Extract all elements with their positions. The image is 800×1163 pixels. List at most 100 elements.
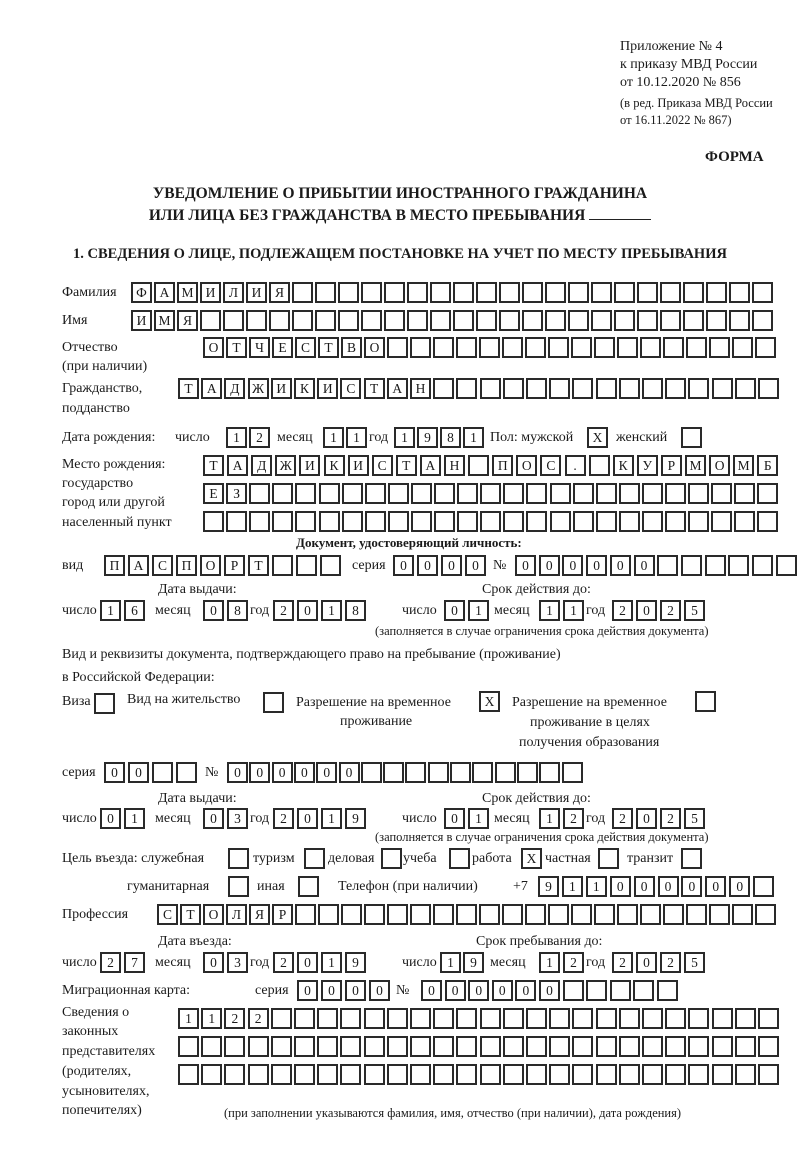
char-box[interactable] — [427, 762, 449, 783]
char-box[interactable]: 2 — [100, 952, 121, 973]
char-box[interactable]: 1 — [321, 808, 342, 829]
char-box[interactable] — [618, 483, 640, 504]
char-box[interactable] — [618, 378, 640, 399]
char-box[interactable] — [758, 1036, 779, 1057]
char-box[interactable]: 0 — [421, 980, 442, 1001]
char-box[interactable] — [272, 483, 294, 504]
char-box[interactable] — [386, 1064, 408, 1085]
char-box[interactable] — [688, 1064, 710, 1085]
char-box[interactable] — [453, 282, 474, 303]
char-box[interactable] — [364, 904, 385, 925]
char-box[interactable] — [269, 310, 290, 331]
char-box[interactable]: 2 — [249, 427, 270, 448]
char-box[interactable] — [387, 483, 409, 504]
char-box[interactable] — [178, 1036, 199, 1057]
char-box[interactable]: 5 — [684, 952, 705, 973]
char-box[interactable]: И — [317, 378, 339, 399]
char-box[interactable] — [732, 904, 753, 925]
char-box[interactable]: 2 — [612, 600, 633, 621]
char-box[interactable] — [318, 511, 340, 532]
char-box[interactable] — [562, 980, 584, 1001]
char-box[interactable] — [294, 1036, 315, 1057]
char-box[interactable] — [318, 904, 339, 925]
char-box[interactable] — [315, 310, 336, 331]
char-box[interactable]: С — [157, 904, 178, 925]
char-box[interactable] — [568, 282, 589, 303]
char-box[interactable] — [384, 310, 405, 331]
char-box[interactable]: 0 — [729, 876, 751, 897]
char-box[interactable] — [503, 511, 525, 532]
char-box[interactable] — [640, 904, 661, 925]
char-box[interactable] — [387, 337, 408, 358]
char-box[interactable] — [479, 1064, 501, 1085]
char-box[interactable] — [549, 1036, 571, 1057]
char-box[interactable]: Е — [203, 483, 224, 504]
char-box[interactable] — [381, 848, 402, 869]
char-box[interactable] — [588, 455, 610, 476]
char-box[interactable]: К — [323, 455, 345, 476]
char-box[interactable] — [663, 337, 684, 358]
char-box[interactable]: Б — [757, 455, 779, 476]
char-box[interactable] — [734, 1036, 756, 1057]
char-box[interactable]: Т — [178, 378, 199, 399]
char-box[interactable] — [410, 483, 432, 504]
char-box[interactable]: О — [200, 555, 221, 576]
char-box[interactable]: 8 — [440, 427, 461, 448]
char-box[interactable] — [680, 555, 702, 576]
char-box[interactable] — [594, 337, 615, 358]
char-box[interactable]: 1 — [440, 952, 461, 973]
char-box[interactable] — [591, 310, 612, 331]
char-box[interactable] — [683, 310, 704, 331]
char-box[interactable] — [561, 762, 583, 783]
char-box[interactable]: О — [203, 904, 224, 925]
char-box[interactable] — [704, 555, 726, 576]
char-box[interactable] — [706, 282, 727, 303]
char-box[interactable] — [387, 904, 408, 925]
char-box[interactable]: 0 — [657, 876, 679, 897]
char-box[interactable]: И — [299, 455, 321, 476]
char-box[interactable] — [200, 310, 221, 331]
char-box[interactable] — [201, 1064, 223, 1085]
char-box[interactable] — [642, 1008, 663, 1029]
char-box[interactable] — [294, 1008, 315, 1029]
char-box[interactable] — [294, 1064, 315, 1085]
char-box[interactable] — [614, 282, 635, 303]
char-box[interactable] — [572, 1008, 594, 1029]
char-box[interactable]: 0 — [441, 555, 462, 576]
char-box[interactable] — [618, 511, 640, 532]
char-box[interactable] — [752, 282, 773, 303]
char-box[interactable] — [688, 1008, 710, 1029]
char-box[interactable] — [317, 1008, 339, 1029]
char-box[interactable]: М — [154, 310, 175, 331]
char-box[interactable] — [660, 282, 681, 303]
char-box[interactable] — [586, 980, 608, 1001]
char-box[interactable] — [734, 1064, 756, 1085]
char-box[interactable] — [752, 310, 773, 331]
char-box[interactable]: Р — [224, 555, 245, 576]
char-box[interactable]: 1 — [178, 1008, 199, 1029]
char-box[interactable]: Н — [444, 455, 465, 476]
char-box[interactable]: 0 — [345, 980, 366, 1001]
char-box[interactable] — [246, 310, 267, 331]
char-box[interactable]: П — [104, 555, 125, 576]
char-box[interactable]: 1 — [321, 600, 342, 621]
char-box[interactable] — [292, 282, 313, 303]
char-box[interactable]: 1 — [563, 600, 584, 621]
char-box[interactable]: 2 — [273, 600, 294, 621]
char-box[interactable] — [479, 378, 501, 399]
char-box[interactable]: 5 — [684, 808, 705, 829]
char-box[interactable]: 0 — [417, 555, 438, 576]
char-box[interactable]: 0 — [465, 555, 486, 576]
char-box[interactable] — [526, 483, 548, 504]
char-box[interactable]: 0 — [203, 808, 224, 829]
char-box[interactable] — [549, 378, 571, 399]
char-box[interactable] — [729, 310, 750, 331]
char-box[interactable]: 0 — [636, 952, 657, 973]
char-box[interactable] — [456, 337, 477, 358]
char-box[interactable] — [479, 337, 500, 358]
char-box[interactable] — [572, 483, 594, 504]
char-box[interactable] — [410, 337, 431, 358]
char-box[interactable]: 6 — [124, 600, 145, 621]
char-box[interactable]: Т — [318, 337, 339, 358]
char-box[interactable] — [499, 282, 520, 303]
